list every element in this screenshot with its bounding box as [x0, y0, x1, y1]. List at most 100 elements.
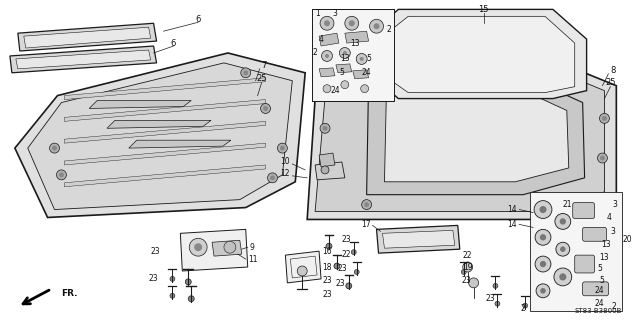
Circle shape — [260, 103, 270, 113]
Circle shape — [320, 16, 334, 30]
Circle shape — [327, 165, 331, 171]
Polygon shape — [336, 64, 352, 73]
Text: 1: 1 — [315, 9, 320, 18]
Text: 3: 3 — [332, 9, 337, 18]
Circle shape — [360, 57, 363, 61]
Text: 16: 16 — [322, 247, 332, 256]
Circle shape — [351, 250, 356, 255]
Text: 12: 12 — [280, 169, 289, 178]
Polygon shape — [377, 225, 459, 253]
Circle shape — [345, 16, 359, 30]
Circle shape — [493, 284, 498, 288]
Circle shape — [346, 283, 352, 289]
Circle shape — [540, 80, 545, 85]
Circle shape — [361, 85, 368, 92]
Circle shape — [243, 70, 248, 75]
Circle shape — [461, 269, 466, 275]
Text: 4: 4 — [319, 35, 324, 44]
Text: 3: 3 — [610, 227, 615, 236]
Polygon shape — [212, 240, 242, 256]
Circle shape — [189, 238, 207, 256]
Circle shape — [56, 170, 66, 180]
Polygon shape — [64, 78, 265, 100]
Text: 19: 19 — [463, 262, 472, 271]
Circle shape — [540, 261, 546, 267]
Circle shape — [356, 53, 367, 64]
Text: 9: 9 — [250, 243, 255, 252]
Circle shape — [540, 288, 546, 293]
Circle shape — [535, 229, 551, 245]
Polygon shape — [382, 230, 455, 248]
Polygon shape — [367, 76, 585, 195]
Text: FR.: FR. — [61, 289, 78, 298]
Text: 18: 18 — [322, 262, 332, 271]
Polygon shape — [345, 31, 368, 43]
Circle shape — [550, 200, 560, 210]
Circle shape — [602, 116, 607, 121]
Circle shape — [263, 106, 268, 111]
Polygon shape — [375, 16, 574, 92]
Text: 23: 23 — [151, 247, 161, 256]
Circle shape — [362, 200, 372, 210]
Text: 23: 23 — [337, 265, 347, 274]
Text: 20: 20 — [623, 235, 632, 244]
Circle shape — [523, 303, 528, 308]
Circle shape — [554, 268, 572, 286]
FancyBboxPatch shape — [583, 228, 607, 241]
Polygon shape — [353, 70, 368, 79]
Circle shape — [540, 234, 546, 240]
Text: 7: 7 — [261, 61, 266, 70]
Text: 24: 24 — [595, 286, 604, 295]
Polygon shape — [286, 251, 321, 283]
Circle shape — [534, 201, 552, 219]
Circle shape — [324, 20, 330, 26]
Polygon shape — [64, 121, 265, 143]
Circle shape — [343, 51, 347, 55]
Circle shape — [535, 256, 551, 272]
FancyBboxPatch shape — [574, 255, 595, 273]
Circle shape — [49, 143, 59, 153]
Circle shape — [325, 54, 329, 58]
FancyBboxPatch shape — [573, 203, 595, 219]
Text: 6: 6 — [171, 39, 176, 48]
Text: 17: 17 — [361, 220, 370, 229]
Text: 13: 13 — [602, 240, 611, 249]
Circle shape — [560, 218, 566, 225]
Text: 8: 8 — [611, 66, 616, 75]
Circle shape — [370, 19, 384, 33]
Text: 23: 23 — [322, 276, 332, 285]
Circle shape — [188, 296, 194, 302]
Circle shape — [270, 175, 275, 180]
Text: ST83-B3800B: ST83-B3800B — [574, 308, 622, 314]
Circle shape — [355, 269, 359, 275]
Text: 14: 14 — [507, 205, 517, 214]
Polygon shape — [180, 229, 248, 271]
Polygon shape — [10, 46, 157, 73]
Text: 5: 5 — [366, 54, 371, 63]
Polygon shape — [64, 100, 265, 121]
Polygon shape — [319, 68, 335, 77]
Circle shape — [359, 86, 364, 91]
Circle shape — [560, 246, 566, 252]
Circle shape — [170, 293, 175, 298]
Circle shape — [538, 78, 548, 88]
Circle shape — [364, 202, 369, 207]
Polygon shape — [315, 162, 345, 180]
Text: 24: 24 — [362, 68, 372, 77]
Polygon shape — [107, 120, 211, 128]
Circle shape — [326, 243, 332, 249]
Text: 10: 10 — [280, 157, 289, 166]
Circle shape — [321, 166, 329, 174]
Text: 2: 2 — [387, 25, 391, 34]
Polygon shape — [64, 143, 265, 165]
Polygon shape — [18, 23, 157, 51]
Circle shape — [194, 243, 202, 251]
Circle shape — [241, 68, 251, 78]
Text: 21: 21 — [562, 200, 571, 209]
Text: 15: 15 — [478, 5, 489, 14]
Polygon shape — [16, 50, 150, 69]
Polygon shape — [319, 153, 335, 167]
Polygon shape — [28, 63, 293, 210]
Circle shape — [322, 51, 332, 61]
Circle shape — [334, 263, 340, 269]
